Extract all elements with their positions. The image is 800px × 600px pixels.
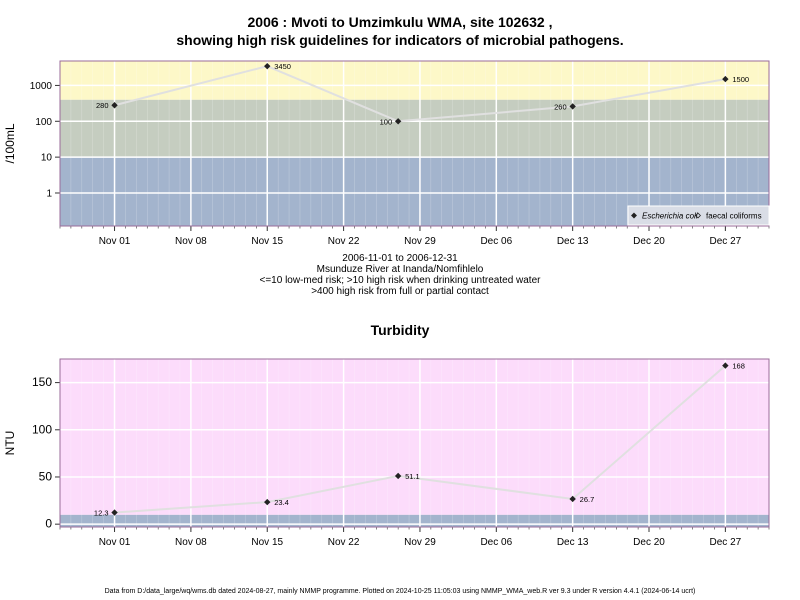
chart1-data-point [394, 118, 402, 125]
chart-title-line-1: 2006 : Mvoti to Umzimkulu WMA, site 1026… [247, 14, 553, 30]
chart2-data-point [394, 472, 402, 480]
chart1-legend-label: faecal coliforms [706, 212, 762, 221]
chart1-y-tick-label: 1000 [30, 81, 53, 92]
chart2-x-tick-label: Dec 20 [633, 537, 665, 548]
drinking-risk-note: <=10 low-med risk; >10 high risk when dr… [259, 275, 541, 286]
chart2-y-tick-label: 100 [32, 422, 52, 436]
chart2-data-label: 26.7 [580, 495, 595, 504]
date-range-subtitle: 2006-11-01 to 2006-12-31 [342, 253, 458, 264]
chart1-x-tick-label: Nov 15 [251, 236, 283, 247]
chart1-x-tick-label: Nov 22 [328, 236, 360, 247]
chart2-data-point [111, 509, 118, 516]
chart1-data-label: 100 [380, 117, 393, 126]
chart2-data-label: 23.4 [274, 498, 289, 507]
chart1-data-point [111, 102, 118, 109]
chart2-data-label: 12.3 [94, 509, 109, 518]
chart-title-line-2: showing high risk guidelines for indicat… [176, 32, 624, 48]
chart1-x-tick-label: Dec 20 [633, 236, 665, 247]
chart2-x-tick-label: Dec 27 [710, 537, 742, 548]
data-source-footer: Data from D:/data_large/wq/wms.db dated … [104, 588, 696, 595]
chart2-x-tick-label: Dec 06 [480, 537, 512, 548]
chart2-y-tick-label: 0 [45, 517, 52, 531]
chart2-x-tick-label: Nov 22 [328, 537, 360, 548]
chart1-data-label: 280 [96, 101, 109, 110]
chart1-data-label: 3450 [274, 62, 291, 71]
chart2-data-point [722, 362, 729, 369]
chart2-data-point [569, 495, 576, 503]
chart1-data-point [264, 62, 271, 70]
chart1-y-tick-label: 1 [46, 188, 52, 199]
chart1-y-tick-label: 10 [41, 153, 53, 164]
turbidity-chart-title: Turbidity [370, 322, 430, 338]
chart1-x-tick-label: Nov 01 [99, 236, 131, 247]
chart1-x-tick-label: Dec 06 [480, 236, 512, 247]
chart2-x-tick-label: Nov 15 [251, 537, 283, 548]
chart1-plot-frame [59, 60, 770, 227]
chart2-risk-band-1 [60, 359, 769, 515]
chart2-y-tick-label: 50 [39, 469, 53, 483]
contact-risk-note: >400 high risk from full or partial cont… [311, 286, 489, 297]
chart1-legend-marker [631, 212, 637, 219]
chart1-data-point [722, 75, 729, 83]
chart1-x-tick-label: Dec 13 [557, 236, 589, 247]
chart1-legend-label: Escherichia coli [642, 212, 698, 221]
chart1-legend-box [627, 205, 770, 226]
chart2-data-label: 51.1 [405, 472, 420, 481]
chart1-x-tick-label: Dec 27 [710, 236, 742, 247]
chart2-x-tick-label: Nov 08 [175, 537, 207, 548]
chart1-risk-band-2 [60, 61, 769, 100]
chart2-x-tick-label: Nov 29 [404, 537, 436, 548]
chart2-x-tick-label: Dec 13 [557, 537, 589, 548]
chart1-data-point [569, 103, 576, 110]
chart2-x-tick-label: Nov 01 [99, 537, 131, 548]
chart2-y-axis-title: NTU [3, 431, 17, 456]
chart2-data-point [264, 498, 271, 506]
chart1-x-tick-label: Nov 08 [175, 236, 207, 247]
chart1-data-label: 1500 [732, 75, 749, 84]
chart1-x-tick-label: Nov 29 [404, 236, 436, 247]
chart1-risk-band-1 [60, 99, 769, 158]
chart1-legend-marker [695, 212, 701, 219]
chart1-y-axis-title: /100mL [3, 123, 17, 163]
chart1-data-label: 260 [554, 102, 567, 111]
chart2-y-tick-label: 150 [32, 375, 52, 389]
chart1-y-tick-label: 100 [35, 117, 52, 128]
chart2-data-label: 168 [732, 362, 745, 371]
chart2-risk-band-0 [60, 514, 769, 527]
site-name-subtitle: Msunduze River at Inanda/Nomfihlelo [316, 264, 484, 275]
chart2-plot-frame [59, 358, 770, 528]
